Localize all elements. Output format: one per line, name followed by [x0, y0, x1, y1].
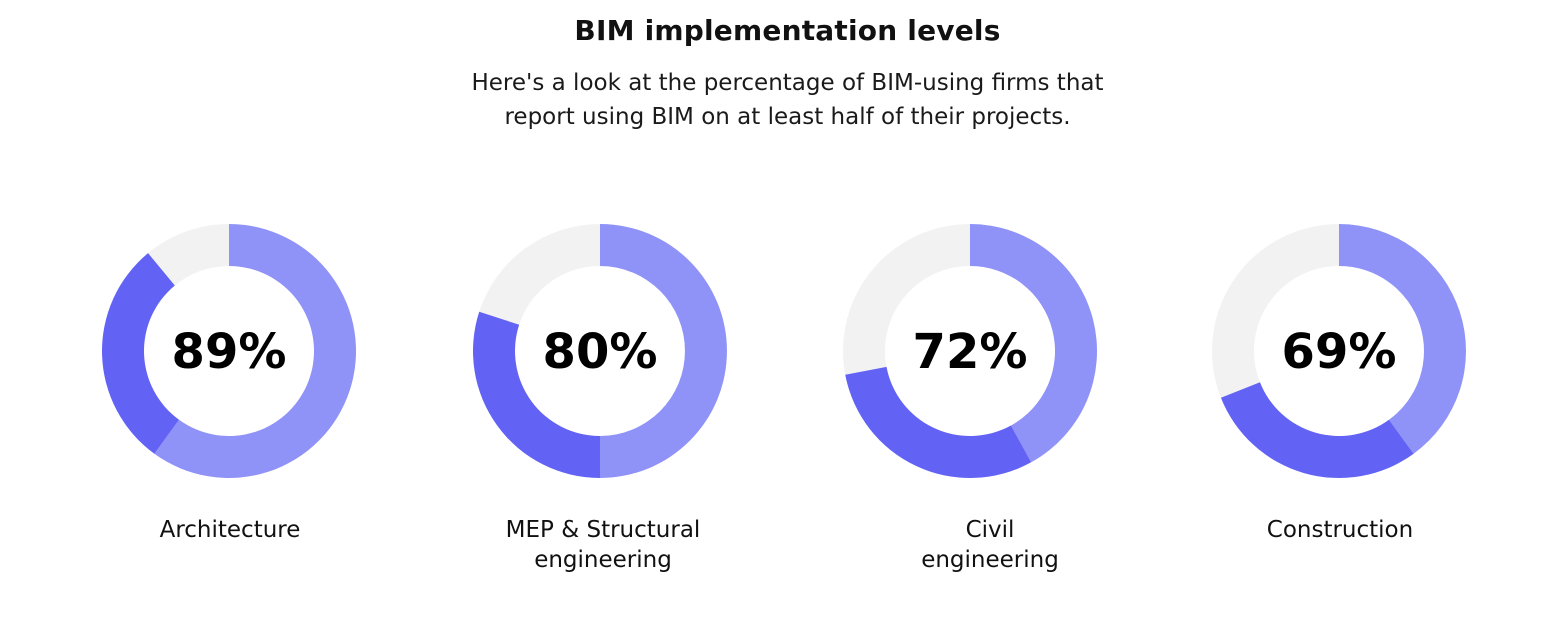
category-label-civil: Civil engineering — [840, 515, 1140, 575]
category-label-construction: Construction — [1190, 515, 1490, 545]
donut-value-slice-1 — [154, 224, 357, 478]
donut-value-slice-2 — [102, 253, 180, 454]
category-label-line: Architecture — [159, 517, 301, 543]
donut-percentage-label: 69% — [1282, 324, 1397, 380]
donut-value-slice-1 — [970, 224, 1098, 463]
donut-value-slice-2 — [1220, 382, 1414, 479]
category-label-line: Construction — [1266, 517, 1414, 543]
chart-title: BIM implementation levels — [574, 14, 1001, 47]
donut-chart-2: 80% — [473, 224, 727, 478]
donut-value-slice-2 — [845, 366, 1032, 478]
donut-percentage-label: 89% — [172, 324, 287, 380]
donut-value-slice-1 — [1339, 224, 1466, 454]
subtitle-line-2: report using BIM on at least half of the… — [504, 104, 1071, 130]
donut-percentage-label: 72% — [913, 324, 1028, 380]
donut-remainder-slice — [1211, 224, 1339, 398]
donut-chart-1: 89% — [102, 224, 357, 478]
donut-remainder-slice — [148, 224, 229, 286]
category-label-line: MEP & Structural — [505, 517, 701, 543]
donut-value-slice-1 — [600, 224, 727, 478]
donut-percentage-label: 80% — [543, 324, 658, 380]
subtitle-line-1: Here's a look at the percentage of BIM-u… — [471, 70, 1104, 96]
category-label-mep-structural: MEP & Structural engineering — [453, 515, 753, 575]
donut-remainder-slice — [479, 224, 600, 325]
donut-chart-3: 72% — [842, 224, 1098, 478]
donut-remainder-slice — [842, 224, 970, 375]
category-label-line: Civil — [965, 517, 1015, 543]
category-label-line: engineering — [921, 547, 1059, 573]
chart-subtitle: Here's a look at the percentage of BIM-u… — [0, 66, 1568, 134]
category-label-architecture: Architecture — [80, 515, 380, 545]
donut-chart-4: 69% — [1211, 224, 1466, 479]
donut-value-slice-2 — [473, 311, 600, 478]
category-label-line: engineering — [534, 547, 672, 573]
